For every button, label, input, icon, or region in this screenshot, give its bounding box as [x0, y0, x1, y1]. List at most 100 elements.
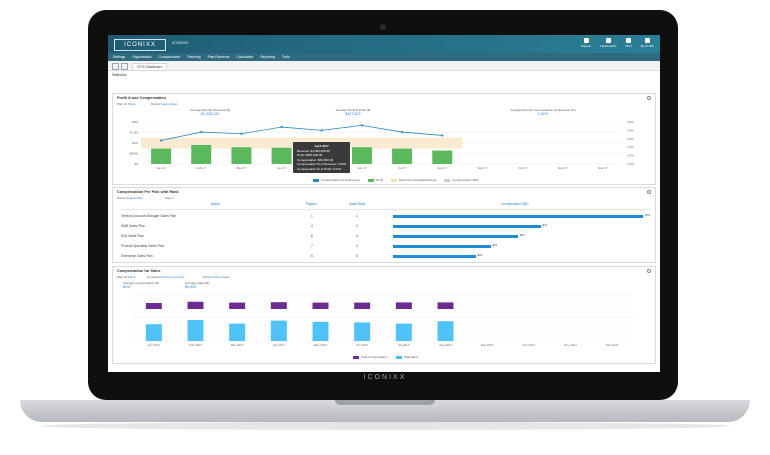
compensation-value: $79	[645, 213, 650, 217]
y-tick-label: $500K	[129, 152, 138, 156]
plan-value[interactable]: All Plans	[123, 275, 136, 279]
y-tick-label: $0	[135, 162, 139, 166]
compensation-value: $26	[477, 253, 483, 257]
legend-item[interactable]: Compensation ($M)	[444, 178, 479, 182]
x-tick-label: Jul 2017	[398, 343, 410, 347]
metric-label: Average Monthly Compensation on Revenue …	[510, 108, 576, 112]
table-row[interactable]: SVA Sales Plan 8 3 $40	[121, 232, 651, 241]
plan-filter[interactable]: Plan All Plans	[117, 275, 135, 279]
sales-bar	[312, 321, 329, 341]
period-value[interactable]: Year-to-Date	[160, 102, 178, 106]
table-row[interactable]: SMB Sales Plan 4 2 $47	[121, 222, 651, 231]
org-name: ICONIXX	[172, 40, 189, 45]
compensation-bar	[395, 302, 412, 309]
profit-bar	[432, 150, 453, 164]
compensation-bar	[229, 302, 246, 309]
x-tick-label: Nov 2017	[564, 343, 577, 347]
view-value[interactable]: Y	[172, 196, 175, 200]
plan-filter[interactable]: Plan All Plans	[117, 102, 135, 106]
support-button[interactable]: Support	[580, 38, 592, 48]
nav-compensation[interactable]: Compensation	[158, 55, 181, 59]
legend-item[interactable]: Total Compensation	[353, 355, 388, 359]
compensation-pct-point	[240, 132, 243, 135]
table-row[interactable]: Product Specialist Sales Plan 7 4 $31	[121, 242, 651, 251]
tooltip-row: Revenue: $1,900,000.00	[297, 148, 330, 153]
nav-organization[interactable]: Organization	[132, 55, 152, 59]
x-tick-label: Jun 17	[357, 166, 366, 170]
metric-avg-sales: Average Sales ($) $9,524	[185, 281, 209, 289]
compensation-pct-point	[400, 130, 404, 134]
chart-legend: Compensation % of Revenue Profit Revenue…	[313, 178, 479, 182]
nav-planning[interactable]: Planning	[187, 55, 201, 59]
y2-tick-label: 3.5%	[627, 128, 634, 132]
col-compensation[interactable]: Compensation ($K)	[501, 202, 529, 206]
back-icon[interactable]	[121, 63, 128, 70]
nav-calculation[interactable]: Calculation	[236, 55, 254, 59]
screen: ICONIXX ICONIXX Support Dashboards Print…	[108, 35, 660, 372]
period-value[interactable]: Year-to-Date	[212, 275, 230, 279]
metric-label: Average Monthly Profit ($)	[335, 108, 371, 112]
x-tick-label: Aug 2017	[439, 343, 452, 347]
nav-tools[interactable]: Tools	[281, 55, 290, 59]
sales-rank: 2	[356, 224, 358, 228]
col-sales-rank[interactable]: Sales Rank	[349, 202, 366, 206]
home-icon[interactable]	[112, 63, 119, 70]
top-bar: ICONIXX ICONIXX Support Dashboards Print…	[108, 35, 660, 53]
legend-item[interactable]: Compensation % of Revenue	[313, 178, 360, 182]
compensation-bar	[270, 302, 287, 309]
print-icon	[626, 38, 632, 43]
sales-bar	[270, 320, 287, 341]
compensation-pct-point	[441, 134, 444, 137]
component-filter[interactable]: Component All Components	[147, 275, 184, 279]
compensation-bar	[393, 245, 491, 248]
panel-title: Compensation for Sales	[117, 269, 161, 273]
settings-icon[interactable]	[647, 269, 651, 273]
sales-bar	[437, 321, 454, 341]
laptop-base	[20, 400, 750, 422]
nav-reporting[interactable]: Reporting	[260, 55, 275, 59]
component-value[interactable]: All Components	[163, 275, 185, 279]
period-filter[interactable]: Period Year-to-Date	[151, 102, 177, 106]
table-row[interactable]: Territory Account Manager Sales Plan 1 1 $7…	[121, 212, 651, 221]
plan-name: Enterprise Sales Plan	[121, 254, 153, 258]
x-tick-label: Feb 2017	[189, 343, 202, 347]
settings-icon[interactable]	[647, 190, 651, 194]
metric-comp-pct: Average Monthly Compensation on Revenue …	[498, 108, 588, 116]
app-logo[interactable]: ICONIXX	[114, 39, 166, 51]
x-tick-label: Aug 17	[437, 166, 447, 170]
profile-button[interactable]: My Profile	[641, 38, 654, 48]
y2-tick-label: 2.5%	[627, 145, 634, 149]
x-tick-label: Nov 17	[558, 166, 568, 170]
y2-tick-label: 1.5%	[627, 162, 634, 166]
plan-value[interactable]: All Plans	[123, 102, 136, 106]
dashboards-button[interactable]: Dashboards	[600, 38, 616, 48]
legend-item[interactable]: Revenue Acceptable Range	[391, 178, 436, 182]
x-tick-label: Jun 2017	[356, 343, 369, 347]
sales-rank: 3	[356, 234, 358, 238]
settings-icon[interactable]	[647, 96, 651, 100]
metric-value: $9,524	[185, 285, 196, 289]
table-row[interactable]: Enterprise Sales Plan 6 5 $26	[121, 252, 651, 261]
legend-item[interactable]: Profit	[368, 178, 383, 182]
sales-bar	[229, 323, 246, 341]
col-name[interactable]: Name	[211, 202, 220, 206]
chart-tooltip: April 2017 Revenue: $1,900,000.00 Profit…	[293, 142, 351, 173]
tab-cfo-dashboard[interactable]: CFO Dashboard	[132, 63, 168, 71]
metric-label: Average Monthly Revenue ($)	[190, 108, 230, 112]
legend-label: Compensation ($M)	[452, 178, 479, 182]
plan-name: SMB Sales Plan	[121, 224, 145, 228]
print-button[interactable]: Print	[625, 38, 632, 48]
compensation-bar	[187, 301, 204, 309]
period-value[interactable]: August 2017	[126, 196, 144, 200]
support-label: Support	[580, 44, 592, 48]
col-payees[interactable]: Payees	[306, 202, 317, 206]
view-filter[interactable]: View Y	[165, 196, 174, 200]
nav-plan-elements[interactable]: Plan Elements	[207, 55, 230, 59]
nav-settings[interactable]: Settings	[113, 55, 126, 59]
plan-label: Plan	[117, 102, 124, 106]
panel-title: Profit & and Compensation	[117, 96, 166, 100]
legend-item[interactable]: Total Sales	[395, 355, 418, 359]
period-filter[interactable]: Period August 2017	[117, 196, 143, 200]
x-tick-label: Jan 17	[157, 166, 166, 170]
period-filter[interactable]: Period Year-to-Date	[203, 275, 229, 279]
